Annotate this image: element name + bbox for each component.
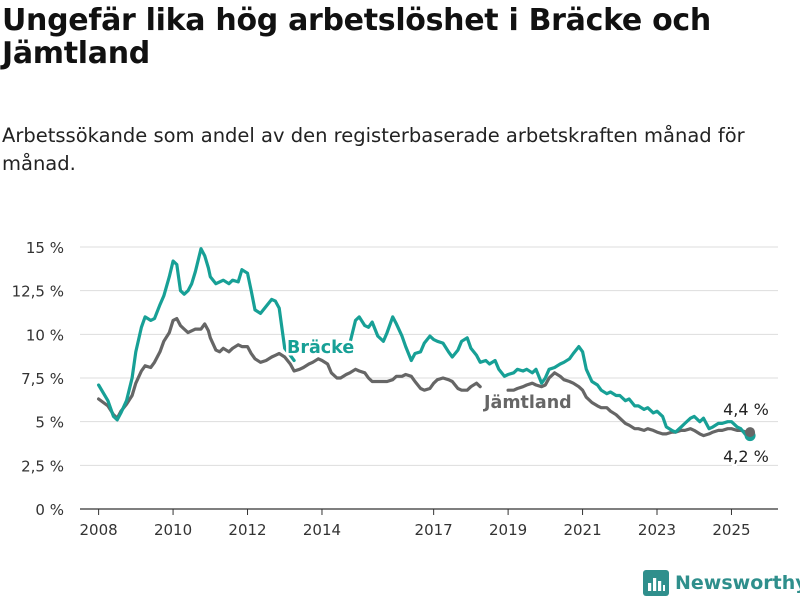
page-subtitle: Arbetssökande som andel av den registerb… [2,124,745,175]
series-line [97,247,752,438]
y-tick-label: 12,5 % [12,283,64,301]
series-label-jamtland: Jämtland [483,393,572,413]
y-tick-label: 5 % [35,414,64,432]
series-label-bracke: Bräcke [287,338,354,358]
x-tick-label: 2014 [303,521,341,539]
y-tick-label: 15 % [26,239,64,257]
x-axis-ticks: 2008 2010 2012 2014 2017 2019 2021 2023 2025 [80,509,751,539]
series-group [97,247,756,442]
series-labels: Bräcke Jämtland 4,4 % 4,2 % [285,336,771,469]
series-end-point [745,427,756,438]
x-tick-label: 2012 [228,521,266,539]
y-axis-ticks: 0 % 2,5 % 5 % 7,5 % 10 % 12,5 % 15 % [12,239,64,519]
grid-lines [80,246,778,510]
x-tick-label: 2017 [415,521,453,539]
bar-chart-icon [643,570,669,596]
y-tick-label: 2,5 % [21,457,64,475]
brand-name: Newsworthy [675,572,800,594]
page-title: Ungefär lika hög arbetslöshet i Bräcke o… [2,3,711,71]
x-tick-label: 2025 [712,521,750,539]
x-tick-label: 2019 [489,521,527,539]
series-line [97,317,752,438]
y-tick-label: 0 % [35,501,64,519]
x-tick-label: 2010 [154,521,192,539]
end-value-label-jamtland: 4,4 % [723,400,769,419]
newsworthy-logo: Newsworthy [643,568,800,598]
x-tick-label: 2021 [563,521,601,539]
y-tick-label: 10 % [26,326,64,344]
x-tick-label: 2023 [638,521,676,539]
x-tick-label: 2008 [80,521,118,539]
y-tick-label: 7,5 % [21,370,64,388]
end-value-label-bracke: 4,2 % [723,447,769,466]
